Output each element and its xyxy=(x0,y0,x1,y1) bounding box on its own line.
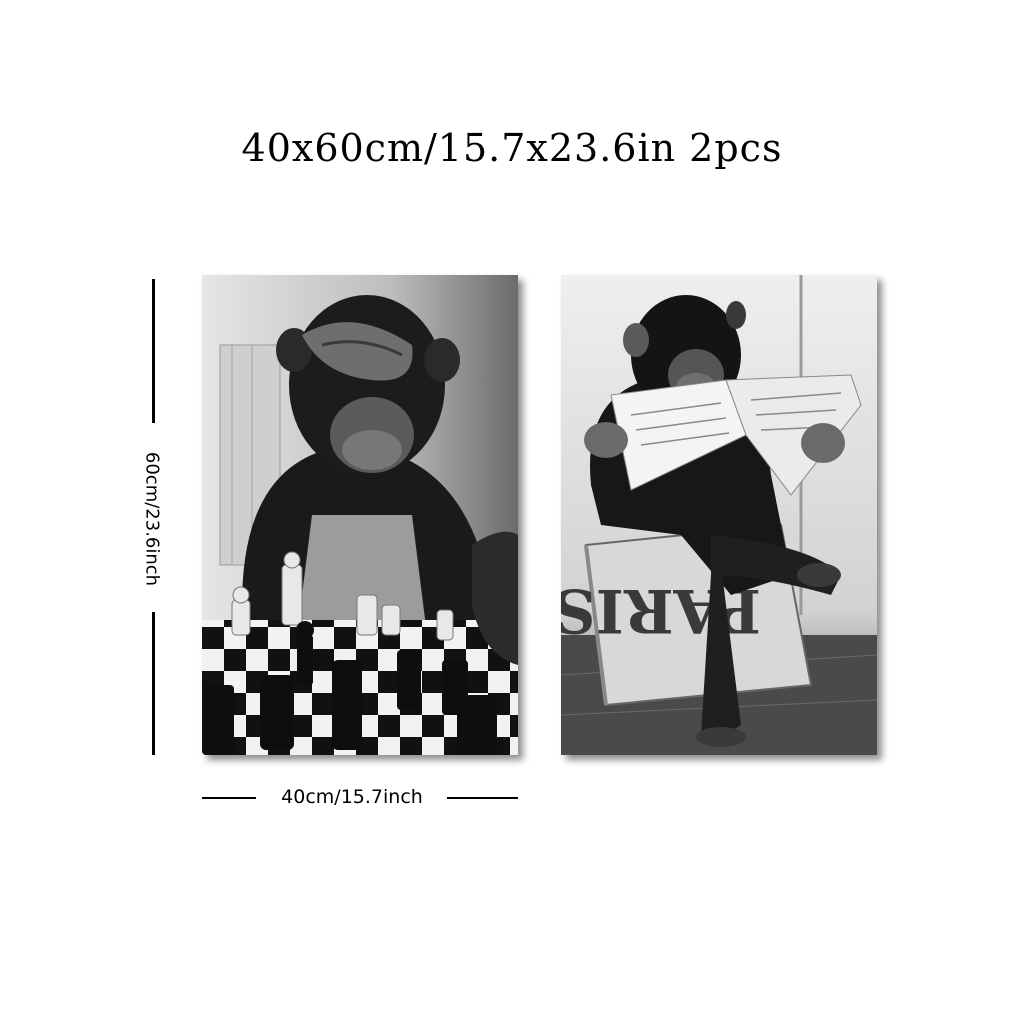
canvas-panel-chess xyxy=(202,275,518,755)
canvas-panel-newspaper: PARIS xyxy=(561,275,877,755)
height-dimension-line-bottom xyxy=(152,612,155,755)
product-title: 40x60cm/15.7x23.6in 2pcs xyxy=(241,126,783,170)
width-dimension-line-left xyxy=(202,797,256,799)
width-dimension-line-right xyxy=(447,797,518,799)
newspaper-chimp-image: PARIS xyxy=(561,275,877,755)
width-dimension-label: 40cm/15.7inch xyxy=(281,786,423,808)
height-dimension-line-top xyxy=(152,279,155,423)
chess-chimp-image xyxy=(202,275,518,755)
height-dimension-label: 60cm/23.6inch xyxy=(141,451,163,587)
